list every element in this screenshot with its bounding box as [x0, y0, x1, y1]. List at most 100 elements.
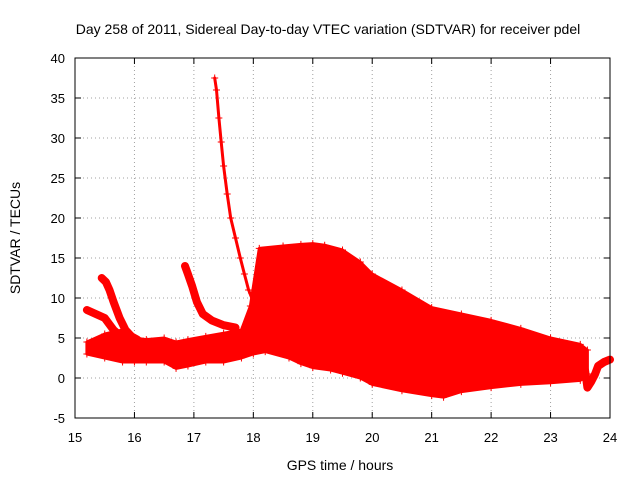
data-point: [160, 334, 168, 342]
y-tick-label: 10: [51, 291, 65, 306]
data-point: [181, 262, 189, 270]
data-point: [398, 387, 406, 395]
data-point: [327, 366, 335, 374]
data-point: [125, 340, 132, 348]
x-tick-label: 22: [484, 430, 498, 445]
data-point: [184, 336, 192, 344]
data-point: [246, 302, 254, 310]
data-point: [193, 298, 201, 306]
data-point: [142, 358, 150, 366]
data-point: [236, 254, 244, 262]
data-point: [217, 138, 225, 146]
data-point: [172, 364, 180, 372]
data-point: [428, 304, 436, 312]
data-point: [517, 380, 525, 388]
data-point: [245, 286, 253, 294]
data-point: [127, 332, 135, 340]
data-point: [487, 316, 495, 324]
y-tick-label: 0: [58, 371, 65, 386]
data-point: [339, 246, 346, 254]
data-point: [184, 270, 192, 278]
data-point: [297, 240, 305, 248]
data-point: [581, 366, 589, 374]
series-left-arc: [97, 274, 142, 344]
data-point: [130, 358, 138, 366]
data-point: [188, 282, 196, 290]
x-tick-label: 16: [127, 430, 141, 445]
x-tick-label: 19: [306, 430, 320, 445]
data-point: [457, 310, 465, 318]
x-tick-label: 21: [424, 430, 438, 445]
data-point: [220, 329, 228, 337]
data-point: [119, 358, 127, 366]
x-tick-label: 18: [246, 430, 260, 445]
data-point: [212, 86, 220, 94]
data-point: [119, 334, 127, 342]
data-point: [130, 342, 138, 350]
plot-frame: [74, 57, 611, 419]
data-point: [356, 374, 364, 382]
data-point: [237, 326, 245, 334]
data-point: [232, 234, 239, 242]
data-point: [133, 336, 141, 344]
data-point: [368, 380, 376, 388]
data-point: [101, 330, 109, 338]
data-point: [594, 362, 602, 370]
data-point: [202, 332, 210, 340]
data-point: [457, 388, 465, 396]
y-axis-label: SDTVAR / TECUs: [7, 182, 23, 294]
data-point: [279, 242, 287, 250]
data-point: [130, 334, 138, 342]
data-point: [547, 334, 555, 342]
data-point: [255, 244, 263, 252]
data-point: [356, 258, 364, 266]
data-point: [232, 324, 239, 332]
data-point: [487, 384, 495, 392]
y-tick-label: -5: [53, 411, 65, 426]
x-tick-label: 17: [187, 430, 201, 445]
data-point: [98, 274, 106, 282]
series-spike: [213, 76, 255, 304]
data-point: [215, 114, 223, 122]
x-tick-label: 20: [365, 430, 379, 445]
data-point: [321, 241, 329, 249]
data-point: [116, 314, 124, 322]
data-point: [102, 278, 110, 286]
data-point: [240, 270, 248, 278]
x-axis-label: GPS time / hours: [287, 457, 394, 473]
data-point: [122, 326, 130, 334]
data-point: [199, 310, 207, 318]
data-point: [83, 350, 91, 358]
x-tick-label: 23: [543, 430, 557, 445]
data-point: [583, 346, 591, 354]
data-point: [583, 370, 591, 378]
data-point: [83, 306, 91, 314]
data-series: [82, 74, 614, 401]
data-point: [517, 324, 525, 332]
data-point: [398, 286, 406, 294]
data-point: [440, 393, 448, 401]
data-point: [220, 321, 228, 329]
y-tick-label: 35: [51, 91, 65, 106]
data-point: [309, 240, 317, 248]
y-tick-label: 20: [51, 211, 65, 226]
data-point: [101, 354, 109, 362]
axis-ticks: 15 16 17 18 19 20 21 22 23 24 -5 0 5 10 15 20 25 30 35 40: [51, 51, 618, 445]
data-point: [92, 310, 100, 318]
data-point: [211, 74, 219, 82]
data-point: [285, 354, 293, 362]
data-point: [184, 362, 192, 370]
y-tick-label: 30: [51, 131, 65, 146]
data-point: [249, 298, 257, 306]
x-tick-label: 24: [603, 430, 617, 445]
data-point: [160, 358, 168, 366]
data-point: [576, 340, 584, 348]
chart-title: Day 258 of 2011, Sidereal Day-to-day VTE…: [76, 21, 580, 37]
data-point: [110, 326, 118, 334]
data-point: [172, 338, 180, 346]
data-point: [223, 190, 231, 198]
data-point: [591, 370, 599, 378]
data-point: [105, 286, 113, 294]
data-point: [142, 336, 150, 344]
